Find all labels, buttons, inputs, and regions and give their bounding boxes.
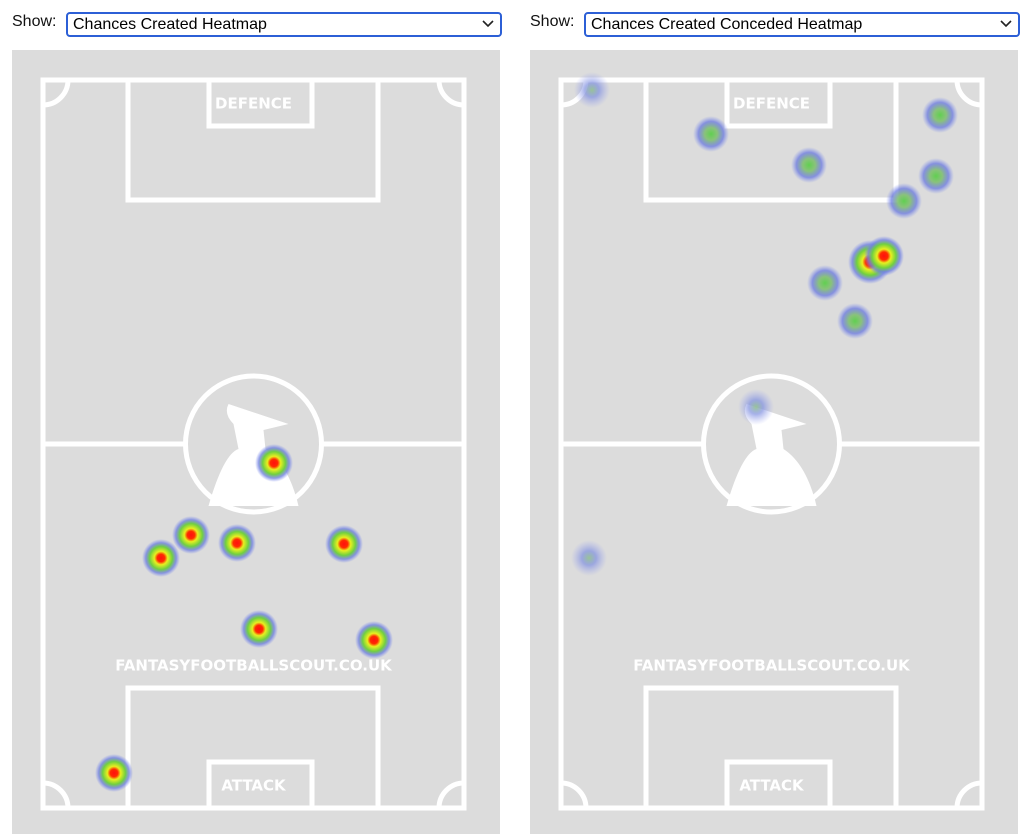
six-yard-box — [724, 77, 833, 129]
pitch: DEFENCE ATTACK FANTASYFOOTBALLSCOUT.CO.UK — [530, 50, 1018, 834]
corner-arc — [42, 780, 71, 809]
six-yard-box — [724, 759, 833, 811]
show-label: Show: — [12, 13, 57, 30]
watermark: FANTASYFOOTBALLSCOUT.CO.UK — [115, 657, 393, 675]
corner-arc — [560, 780, 589, 809]
chevron — [482, 20, 494, 28]
heat-spot — [571, 540, 607, 576]
heat-spot — [218, 524, 256, 562]
heat-spot — [693, 116, 729, 152]
selected-option: Chances Created Heatmap — [73, 16, 267, 33]
heat-spot — [738, 389, 774, 425]
select[interactable]: Chances Created Conceded Heatmap — [584, 12, 1020, 37]
heat-spot — [325, 525, 363, 563]
top-label: DEFENCE — [733, 95, 810, 113]
heat-spot — [807, 265, 843, 301]
heat-spot — [172, 516, 210, 554]
bottom-label: ATTACK — [739, 777, 805, 795]
heat-spot — [837, 303, 873, 339]
heat-spot — [864, 236, 904, 276]
select[interactable]: Chances Created Heatmap — [66, 12, 502, 37]
heat-spot — [791, 147, 827, 183]
bottom-label: ATTACK — [221, 777, 287, 795]
heat-spot — [255, 444, 293, 482]
corner-arc — [954, 780, 983, 809]
selected-option: Chances Created Conceded Heatmap — [591, 16, 863, 33]
heat-spot — [142, 539, 180, 577]
heat-spot — [574, 72, 610, 108]
corner-arc — [954, 79, 983, 108]
heat-spot — [922, 97, 958, 133]
six-yard-box — [206, 759, 315, 811]
corner-arc — [42, 79, 71, 108]
pitch: DEFENCE ATTACK FANTASYFOOTBALLSCOUT.CO.UK — [12, 50, 500, 834]
heat-spot — [886, 183, 922, 219]
corner-arc — [436, 79, 465, 108]
corner-arc — [436, 780, 465, 809]
logo-silhouette — [726, 404, 817, 506]
heat-spot — [95, 754, 133, 792]
show-label: Show: — [530, 13, 575, 30]
watermark: FANTASYFOOTBALLSCOUT.CO.UK — [633, 657, 911, 675]
chevron — [1000, 20, 1012, 28]
top-label: DEFENCE — [215, 95, 292, 113]
six-yard-box — [206, 77, 315, 129]
heat-spot — [240, 610, 278, 648]
heat-spot — [355, 621, 393, 659]
heat-spot — [918, 158, 954, 194]
